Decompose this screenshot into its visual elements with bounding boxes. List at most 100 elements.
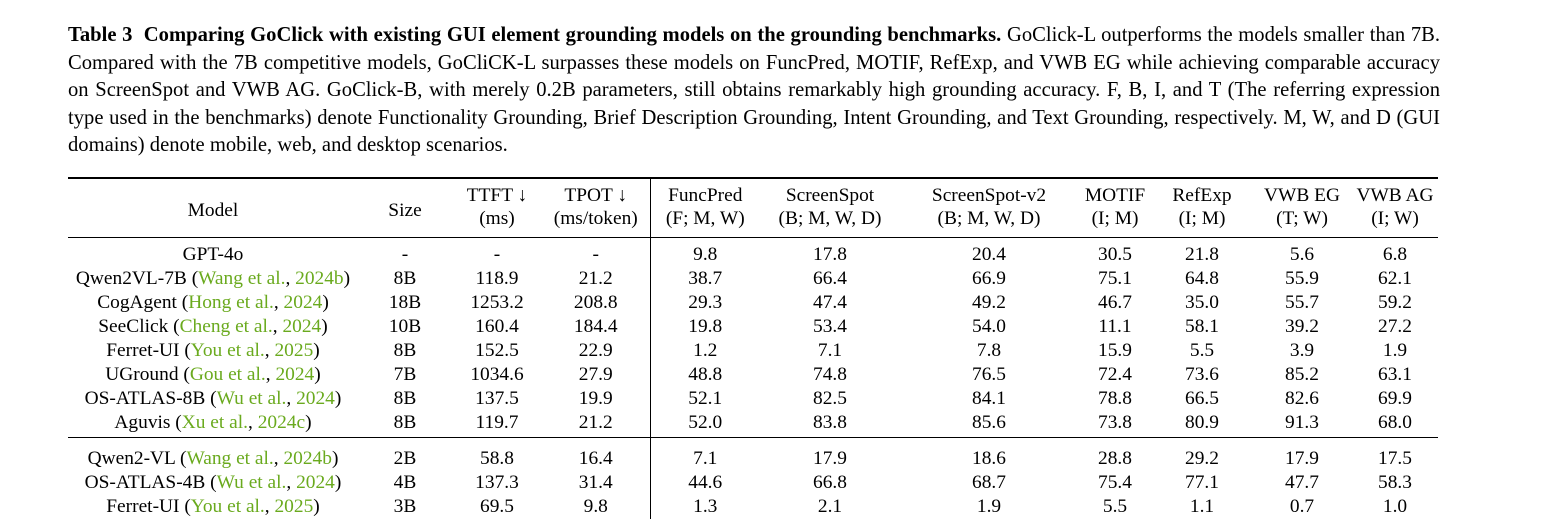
model-name-cell: OS-ATLAS-8B (Wu et al., 2024) xyxy=(68,387,358,411)
model-name: OS-ATLAS-4B xyxy=(85,472,206,493)
data-cell: 53.4 xyxy=(760,315,900,339)
col-sub-funcpred: (F; M, W) xyxy=(650,207,760,238)
citation-year-link[interactable]: 2024 xyxy=(275,364,314,385)
data-cell: 39.2 xyxy=(1252,315,1352,339)
data-cell: 9.8 xyxy=(650,238,760,268)
col-header-refexp: RefExp xyxy=(1152,178,1252,207)
data-cell: 18B xyxy=(358,291,452,315)
caption-title: Comparing GoClick with existing GUI elem… xyxy=(144,24,1001,46)
data-cell: 7.1 xyxy=(650,438,760,472)
data-cell: 75.4 xyxy=(1078,471,1152,495)
data-cell: 66.8 xyxy=(760,471,900,495)
data-cell: 1.3 xyxy=(650,495,760,519)
data-cell: 54.0 xyxy=(900,315,1078,339)
data-cell: 1.1 xyxy=(1152,495,1252,519)
model-name-cell: GPT-4o xyxy=(68,238,358,268)
model-name-cell: Ferret-UI (You et al., 2025) xyxy=(68,339,358,363)
data-cell: 27.2 xyxy=(1352,315,1438,339)
citation-year-link[interactable]: 2024 xyxy=(282,316,321,337)
data-cell: 69.9 xyxy=(1352,387,1438,411)
data-cell: - xyxy=(542,238,650,268)
data-cell: 208.8 xyxy=(542,291,650,315)
citation-authors-link[interactable]: Wang et al. xyxy=(198,268,285,289)
data-cell: 15.9 xyxy=(1078,339,1152,363)
citation-year-link[interactable]: 2024 xyxy=(296,388,335,409)
data-cell: 18.6 xyxy=(900,438,1078,472)
col-header-tpot: TPOT ↓ xyxy=(542,178,650,207)
data-cell: 5.6 xyxy=(1252,238,1352,268)
citation-authors-link[interactable]: Hong et al. xyxy=(188,292,274,313)
data-cell: 47.4 xyxy=(760,291,900,315)
data-cell: 21.8 xyxy=(1152,238,1252,268)
citation-authors-link[interactable]: Wu et al. xyxy=(217,388,287,409)
citation-authors-link[interactable]: Cheng et al. xyxy=(180,316,273,337)
citation-year-link[interactable]: 2024 xyxy=(284,292,323,313)
citation-authors-link[interactable]: Xu et al. xyxy=(182,412,248,433)
citation-year-link[interactable]: 2024b xyxy=(283,448,331,469)
citation-authors-link[interactable]: You et al. xyxy=(191,496,265,517)
col-header-screenspot: ScreenSpot xyxy=(760,178,900,207)
citation-authors-link[interactable]: Wang et al. xyxy=(186,448,273,469)
data-cell: 6.8 xyxy=(1352,238,1438,268)
col-sub-tpot: (ms/token) xyxy=(542,207,650,238)
data-cell: 30.5 xyxy=(1078,238,1152,268)
data-cell: 17.9 xyxy=(760,438,900,472)
data-cell: 7B xyxy=(358,363,452,387)
citation-year-link[interactable]: 2024b xyxy=(295,268,343,289)
results-table: Model Size TTFT ↓ TPOT ↓ FuncPred Screen… xyxy=(68,177,1438,519)
data-cell: 31.4 xyxy=(542,471,650,495)
data-cell: 8B xyxy=(358,411,452,438)
data-cell: 75.1 xyxy=(1078,267,1152,291)
citation-year-link[interactable]: 2024c xyxy=(258,412,305,433)
citation-year-link[interactable]: 2025 xyxy=(274,496,313,517)
data-cell: 48.8 xyxy=(650,363,760,387)
table-header: Model Size TTFT ↓ TPOT ↓ FuncPred Screen… xyxy=(68,178,1438,238)
model-name: Qwen2VL-7B xyxy=(76,268,187,289)
data-cell: 78.8 xyxy=(1078,387,1152,411)
data-cell: 52.0 xyxy=(650,411,760,438)
data-cell: 7.1 xyxy=(760,339,900,363)
col-header-screenspot-v2: ScreenSpot-v2 xyxy=(900,178,1078,207)
data-cell: 1.9 xyxy=(1352,339,1438,363)
data-cell: 118.9 xyxy=(452,267,542,291)
data-cell: 17.9 xyxy=(1252,438,1352,472)
data-cell: 77.1 xyxy=(1152,471,1252,495)
citation-year-link[interactable]: 2024 xyxy=(296,472,335,493)
header-row-1: Model Size TTFT ↓ TPOT ↓ FuncPred Screen… xyxy=(68,178,1438,207)
data-cell: 9.8 xyxy=(542,495,650,519)
data-cell: 66.5 xyxy=(1152,387,1252,411)
col-header-vwb-ag: VWB AG xyxy=(1352,178,1438,207)
data-cell: 1.9 xyxy=(900,495,1078,519)
data-cell: 58.3 xyxy=(1352,471,1438,495)
data-cell: 35.0 xyxy=(1152,291,1252,315)
data-cell: 58.1 xyxy=(1152,315,1252,339)
citation-authors-link[interactable]: Gou et al. xyxy=(190,364,266,385)
citation-year-link[interactable]: 2025 xyxy=(274,340,313,361)
col-sub-vwb-eg: (T; W) xyxy=(1252,207,1352,238)
citation-authors-link[interactable]: You et al. xyxy=(191,340,265,361)
data-cell: 8B xyxy=(358,267,452,291)
citation-authors-link[interactable]: Wu et al. xyxy=(217,472,287,493)
data-cell: 76.5 xyxy=(900,363,1078,387)
data-cell: - xyxy=(452,238,542,268)
data-cell: 11.1 xyxy=(1078,315,1152,339)
col-sub-vwb-ag: (I; W) xyxy=(1352,207,1438,238)
data-cell: 38.7 xyxy=(650,267,760,291)
col-header-model: Model xyxy=(68,178,358,238)
data-cell: 64.8 xyxy=(1152,267,1252,291)
data-cell: 2.1 xyxy=(760,495,900,519)
data-cell: 4B xyxy=(358,471,452,495)
data-cell: 73.8 xyxy=(1078,411,1152,438)
data-cell: 55.9 xyxy=(1252,267,1352,291)
model-name: GPT-4o xyxy=(183,244,244,265)
model-name: SeeClick xyxy=(98,316,168,337)
model-name-cell: Qwen2VL-7B (Wang et al., 2024b) xyxy=(68,267,358,291)
data-cell: 85.2 xyxy=(1252,363,1352,387)
